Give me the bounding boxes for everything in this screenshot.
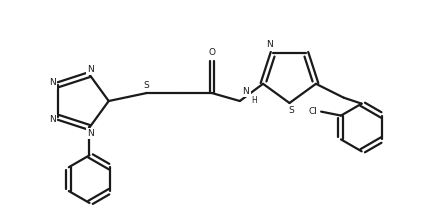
Text: O: O [209,48,215,57]
Text: S: S [144,81,149,90]
Text: N: N [49,78,56,87]
Text: N: N [87,65,94,74]
Text: N: N [49,115,56,124]
Text: N: N [243,87,249,96]
Text: N: N [87,129,94,138]
Text: S: S [289,106,294,115]
Text: N: N [266,40,273,49]
Text: Cl: Cl [309,107,318,116]
Text: H: H [251,96,257,104]
